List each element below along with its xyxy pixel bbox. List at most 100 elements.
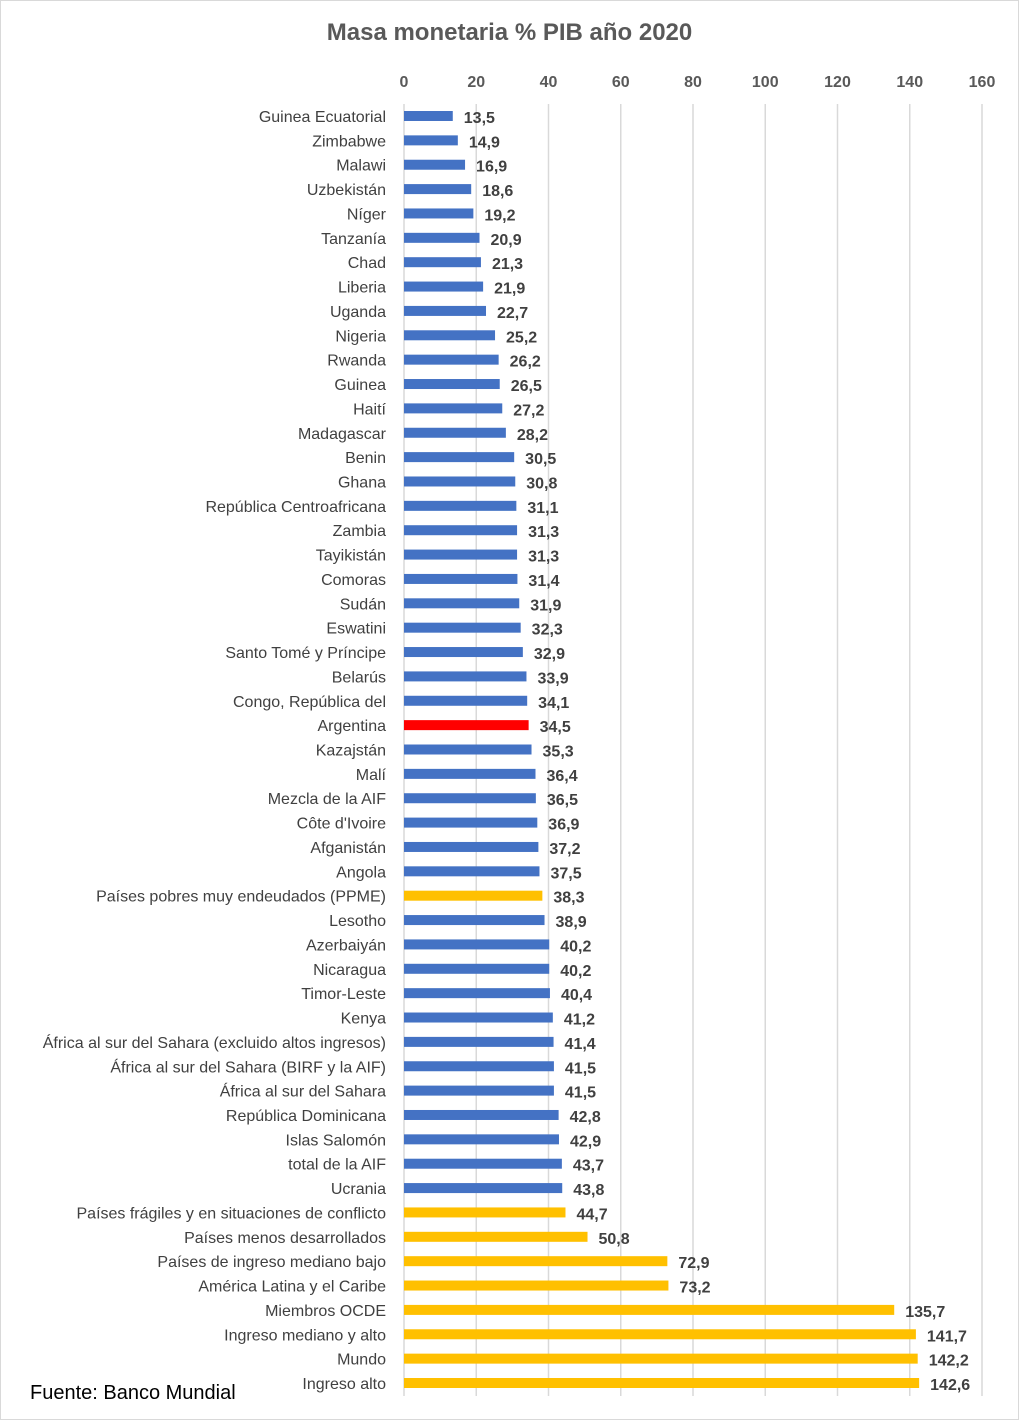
category-label: Nigeria <box>335 328 386 345</box>
chart-title: Masa monetaria % PIB año 2020 <box>326 19 693 46</box>
bar <box>404 476 516 487</box>
category-label: Angola <box>336 864 386 881</box>
data-label: 41,5 <box>565 1060 596 1077</box>
category-label: Guinea Ecuatorial <box>259 109 386 126</box>
data-label: 36,4 <box>546 768 577 785</box>
category-label: Sudán <box>340 596 386 613</box>
bar <box>404 744 532 755</box>
bar <box>404 257 481 268</box>
bar <box>404 1109 559 1120</box>
bar <box>404 1158 562 1169</box>
bar <box>404 817 538 828</box>
data-label: 31,1 <box>527 500 558 517</box>
bar <box>404 1256 668 1267</box>
category-label: Países pobres muy endeudados (PPME) <box>96 889 386 906</box>
category-label: Afganistán <box>310 840 386 857</box>
data-label: 40,2 <box>560 938 591 955</box>
data-label: 72,9 <box>678 1255 709 1272</box>
data-label: 44,7 <box>576 1206 607 1223</box>
data-label: 50,8 <box>599 1231 630 1248</box>
category-label: República Centroafricana <box>205 499 386 516</box>
data-label: 31,3 <box>528 549 559 566</box>
category-label: Santo Tomé y Príncipe <box>225 645 386 662</box>
source-note: Fuente: Banco Mundial <box>30 1382 236 1404</box>
bar <box>404 695 528 706</box>
data-label: 37,5 <box>550 865 581 882</box>
bar <box>404 379 500 390</box>
x-tick-label: 0 <box>400 74 409 91</box>
category-label: Tanzanía <box>321 231 386 248</box>
bar <box>404 768 536 779</box>
data-label: 31,3 <box>528 524 559 541</box>
category-label: Comoras <box>321 572 386 589</box>
category-label: Timor-Leste <box>301 986 386 1003</box>
x-tick-label: 140 <box>896 74 923 91</box>
category-label: Rwanda <box>327 353 386 370</box>
data-label: 21,3 <box>492 256 523 273</box>
category-label: Países frágiles y en situaciones de conf… <box>77 1205 387 1222</box>
bar <box>404 866 540 877</box>
bar <box>404 1036 554 1047</box>
data-label: 30,8 <box>526 475 557 492</box>
category-label: Congo, República del <box>233 694 386 711</box>
x-tick-label: 80 <box>684 74 702 91</box>
category-label: Uganda <box>330 304 386 321</box>
data-label: 20,9 <box>491 232 522 249</box>
bar <box>404 1378 920 1388</box>
category-label: Ghana <box>338 474 386 491</box>
data-label: 21,9 <box>494 281 525 298</box>
bar <box>404 1183 563 1194</box>
x-tick-label: 120 <box>824 74 851 91</box>
category-label: Kazajstán <box>316 743 386 760</box>
bar <box>404 159 466 170</box>
category-label: Uzbekistán <box>307 182 386 199</box>
data-label: 37,2 <box>549 841 580 858</box>
category-label: Ucrania <box>331 1181 386 1198</box>
data-label: 135,7 <box>905 1304 945 1321</box>
category-label: Malawi <box>336 158 386 175</box>
category-label: Haití <box>353 401 386 418</box>
category-label: Chad <box>348 255 386 272</box>
bar <box>404 841 539 852</box>
category-label: Argentina <box>318 718 387 735</box>
category-label: Miembros OCDE <box>265 1303 386 1320</box>
category-label: Zambia <box>333 523 386 540</box>
bar <box>404 305 487 316</box>
bar <box>404 622 521 633</box>
data-label: 38,3 <box>553 890 584 907</box>
data-label: 40,2 <box>560 963 591 980</box>
bar <box>404 1280 669 1291</box>
category-label: Níger <box>347 206 387 223</box>
bar <box>404 939 550 950</box>
bar <box>404 1061 554 1072</box>
data-label: 32,9 <box>534 646 565 663</box>
category-label: Guinea <box>334 377 386 394</box>
bar <box>404 1012 553 1023</box>
category-label: Tayikistán <box>316 548 386 565</box>
category-label: Madagascar <box>298 426 387 443</box>
data-label: 36,9 <box>548 817 579 834</box>
bar <box>404 671 527 682</box>
category-label: Ingreso alto <box>302 1376 386 1393</box>
data-label: 26,5 <box>511 378 542 395</box>
bar <box>404 988 550 999</box>
category-label: Mezcla de la AIF <box>268 791 387 808</box>
data-label: 33,9 <box>537 670 568 687</box>
category-label: Ingreso mediano y alto <box>224 1327 386 1344</box>
data-label: 34,1 <box>538 695 569 712</box>
bar <box>404 281 484 292</box>
x-tick-label: 160 <box>969 74 996 91</box>
data-label: 13,5 <box>464 110 495 127</box>
category-label: Liberia <box>338 280 386 297</box>
data-label: 34,5 <box>540 719 571 736</box>
data-label: 141,7 <box>927 1328 967 1345</box>
bar <box>404 184 472 195</box>
data-label: 73,2 <box>679 1280 710 1297</box>
data-label: 41,4 <box>565 1036 596 1053</box>
bar <box>404 1231 588 1242</box>
data-label: 35,3 <box>543 744 574 761</box>
category-label: América Latina y el Caribe <box>198 1279 386 1296</box>
bar <box>404 427 506 438</box>
category-label: Azerbaiyán <box>306 937 386 954</box>
